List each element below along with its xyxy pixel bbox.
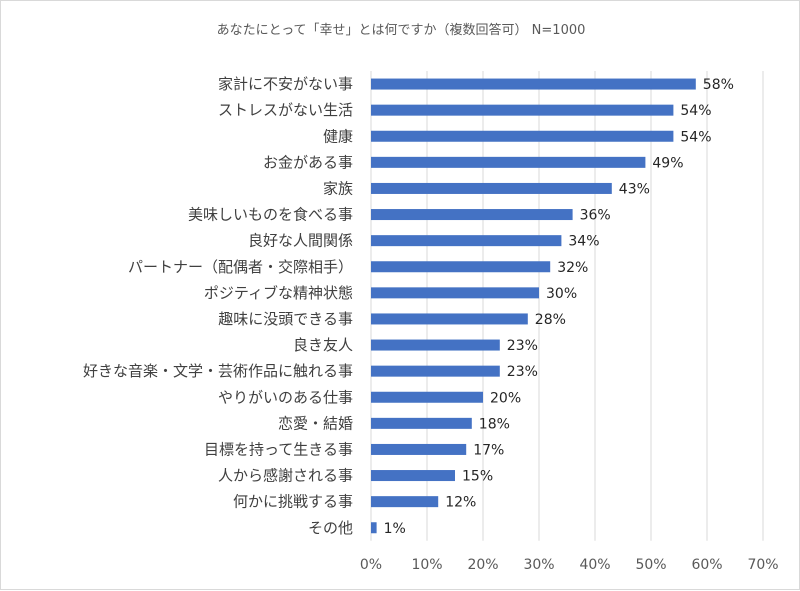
labels: 0% 10% 20% 30% 40% 50% 60% 70% 家計に不安がない事 58% ストレスが…: [83, 75, 779, 573]
x-tick-label: 10%: [411, 557, 442, 573]
category-label: 好きな音楽・文学・芸術作品に触れる事: [83, 362, 353, 380]
bars: [371, 78, 696, 534]
bar: [371, 261, 551, 273]
category-label: 美味しいものを食べる事: [188, 206, 353, 224]
value-label: 58%: [703, 77, 734, 93]
category-label: 何かに挑戦する事: [233, 493, 353, 511]
gridlines: [370, 71, 764, 541]
category-label: 人から感謝される事: [218, 467, 353, 485]
x-tick-label: 50%: [635, 557, 666, 573]
value-label: 32%: [557, 260, 588, 276]
x-tick-label: 20%: [467, 557, 498, 573]
value-label: 28%: [535, 312, 566, 328]
bar: [371, 156, 646, 168]
bar: [371, 365, 500, 377]
bar: [371, 130, 674, 142]
x-tick-label: 0%: [360, 557, 382, 573]
category-label: ポジティブな精神状態: [204, 284, 353, 302]
value-label: 49%: [652, 155, 683, 171]
value-label: 23%: [507, 338, 538, 354]
bar: [371, 470, 455, 482]
value-label: 36%: [580, 208, 611, 224]
value-label: 20%: [490, 390, 521, 406]
bar: [371, 443, 467, 455]
category-label: パートナー（配偶者・交際相手）: [128, 258, 353, 276]
value-label: 30%: [546, 286, 577, 302]
bar: [371, 417, 472, 429]
category-label: 恋愛・結婚: [278, 414, 353, 432]
bar: [371, 522, 377, 534]
value-label: 34%: [568, 234, 599, 250]
value-label: 43%: [619, 181, 650, 197]
chart-title: あなたにとって「幸せ」とは何ですか（複数回答可） N=1000: [216, 23, 586, 38]
bar: [371, 313, 528, 325]
value-label: 54%: [680, 129, 711, 145]
value-label: 15%: [462, 469, 493, 485]
x-tick-label: 60%: [691, 557, 722, 573]
value-label: 17%: [473, 442, 504, 458]
bar: [371, 287, 539, 299]
category-label: その他: [308, 519, 353, 537]
bar: [371, 391, 483, 403]
bar: [371, 78, 696, 90]
category-label: 目標を持って生きる事: [204, 440, 353, 458]
x-tick-label: 40%: [579, 557, 610, 573]
category-label: 良好な人間関係: [248, 232, 353, 250]
value-label: 1%: [384, 521, 406, 537]
category-label: 家族: [323, 179, 353, 197]
bar: [371, 496, 439, 508]
x-tick-label: 30%: [523, 557, 554, 573]
category-label: 家計に不安がない事: [218, 75, 353, 93]
x-tick-label: 70%: [747, 557, 778, 573]
bar: [371, 235, 562, 247]
bar: [371, 182, 612, 194]
category-label: 健康: [323, 127, 353, 145]
value-label: 23%: [507, 364, 538, 380]
category-label: 良き友人: [293, 336, 353, 354]
value-label: 12%: [445, 495, 476, 511]
category-label: 趣味に没頭できる事: [218, 310, 353, 328]
category-label: お金がある事: [263, 153, 353, 171]
bar: [371, 339, 500, 351]
bar: [371, 104, 674, 116]
category-label: ストレスがない生活: [218, 101, 353, 119]
value-label: 18%: [479, 416, 510, 432]
category-label: やりがいのある仕事: [218, 388, 353, 406]
value-label: 54%: [680, 103, 711, 119]
bar: [371, 209, 573, 221]
